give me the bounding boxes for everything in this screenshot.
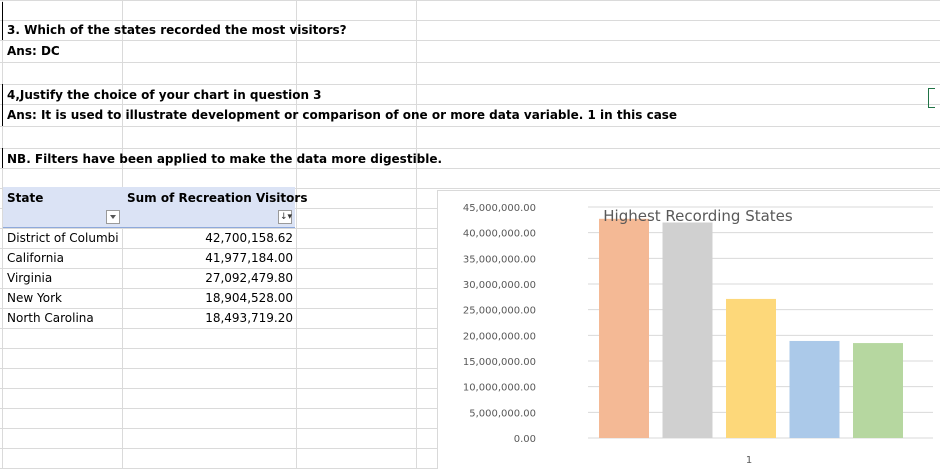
question-3[interactable]: 3. Which of the states recorded the most… xyxy=(7,23,347,37)
state-filter-dropdown[interactable] xyxy=(106,210,120,224)
chart-bar[interactable] xyxy=(662,222,713,438)
y-tick-label: 15,000,000.00 xyxy=(463,357,536,368)
y-tick-label: 30,000,000.00 xyxy=(463,280,536,291)
sort-filter-icon: ↓▾ xyxy=(280,212,293,222)
pivot-value: 27,092,479.80 xyxy=(205,271,293,285)
pivot-value: 41,977,184.00 xyxy=(205,251,293,265)
column-gridline xyxy=(416,0,417,468)
row-gridline xyxy=(0,62,940,63)
chart-bar[interactable] xyxy=(789,340,840,438)
pivot-state: New York xyxy=(7,291,62,305)
pivot-state: Virginia xyxy=(7,271,53,285)
y-tick-label: 5,000,000.00 xyxy=(469,408,536,419)
row-gridline xyxy=(0,168,940,169)
y-tick-label: 40,000,000.00 xyxy=(463,229,536,240)
row-gridline xyxy=(0,40,940,41)
pivot-value: 18,493,719.20 xyxy=(205,311,293,325)
chevron-down-icon xyxy=(110,215,116,219)
answer-4[interactable]: Ans: It is used to illustrate developmen… xyxy=(7,108,678,122)
row-gridline xyxy=(0,104,940,105)
row-gridline xyxy=(0,148,940,149)
bar-chart[interactable]: 45,000,000.00 40,000,000.00 35,000,000.00 3… xyxy=(438,191,940,469)
row-border-marker xyxy=(2,84,3,126)
pivot-state: District of Columbi xyxy=(7,231,119,245)
y-tick-label: 45,000,000.00 xyxy=(463,203,536,214)
note[interactable]: NB. Filters have been applied to make th… xyxy=(7,152,443,166)
pivot-col-sum[interactable]: Sum of Recreation Visitors xyxy=(127,191,308,205)
row-border-marker xyxy=(2,148,3,168)
chart-bar[interactable] xyxy=(853,343,903,438)
row-gridline xyxy=(0,126,940,127)
row-border-marker xyxy=(2,2,3,40)
y-tick-label: 20,000,000.00 xyxy=(463,331,536,342)
row-gridline xyxy=(0,84,940,85)
pivot-state: California xyxy=(7,251,64,265)
sum-sort-filter-button[interactable]: ↓▾ xyxy=(278,210,292,224)
chart-bar[interactable] xyxy=(726,298,776,438)
cell-selection-indicator xyxy=(928,88,935,108)
y-tick-label: 25,000,000.00 xyxy=(463,306,536,317)
column-gridline xyxy=(2,0,3,468)
pivot-filter-row xyxy=(3,207,295,228)
y-tick-label: 10,000,000.00 xyxy=(463,383,536,394)
pivot-value: 42,700,158.62 xyxy=(205,231,293,245)
pivot-state: North Carolina xyxy=(7,311,94,325)
row-gridline xyxy=(0,188,940,189)
column-gridline xyxy=(122,0,123,468)
pivot-col-state[interactable]: State xyxy=(7,191,44,205)
pivot-value: 18,904,528.00 xyxy=(205,291,293,305)
y-tick-label: 0.00 xyxy=(514,434,536,445)
chart-title[interactable]: Highest Recording States xyxy=(603,207,793,225)
pivot-header-row xyxy=(3,187,295,207)
chart-area[interactable]: 45,000,000.00 40,000,000.00 35,000,000.00 3… xyxy=(437,190,940,469)
y-tick-label: 35,000,000.00 xyxy=(463,254,536,265)
column-gridline xyxy=(296,0,297,468)
row-gridline xyxy=(0,20,940,21)
x-tick-label: 1 xyxy=(746,455,752,466)
chart-bar[interactable] xyxy=(599,218,649,438)
answer-3[interactable]: Ans: DC xyxy=(7,44,60,58)
question-4[interactable]: 4,Justify the choice of your chart in qu… xyxy=(7,88,322,102)
row-gridline xyxy=(0,0,940,1)
